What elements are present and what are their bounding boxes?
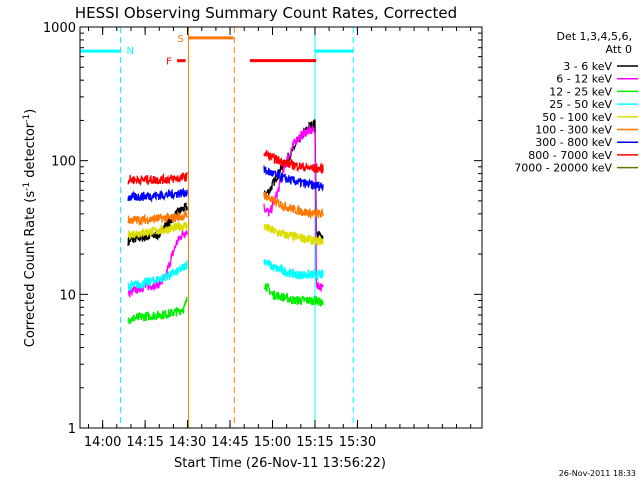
x-tick-label: 14:00 bbox=[84, 435, 121, 450]
x-axis: 14:00 14:15 14:30 14:45 15:00 15:15 15:30 bbox=[84, 27, 472, 450]
y-axis-label-part: Corrected Count Rate (s bbox=[23, 191, 38, 348]
legend-entry-label: 3 - 6 keV bbox=[563, 60, 612, 73]
series-line bbox=[127, 188, 188, 203]
series-line bbox=[127, 230, 188, 298]
legend-entry-label: 300 - 800 keV bbox=[535, 136, 612, 149]
data-series bbox=[127, 119, 324, 325]
legend-header-line: Att 0 bbox=[606, 43, 632, 56]
series-line bbox=[263, 165, 324, 192]
y-tick-label: 1 bbox=[68, 422, 76, 437]
y-tick-label: 10 bbox=[59, 288, 76, 303]
series-line bbox=[127, 171, 188, 187]
series-line bbox=[127, 209, 188, 226]
flag-label-S: S bbox=[177, 34, 183, 45]
y-axis-label-exponent: -1 bbox=[22, 182, 32, 191]
x-tick-label: 14:15 bbox=[126, 435, 163, 450]
plot-frame bbox=[79, 26, 483, 429]
x-tick-label: 15:30 bbox=[339, 435, 376, 450]
y-tick-label: 100 bbox=[51, 155, 76, 170]
legend-entry-label: 7000 - 20000 keV bbox=[514, 162, 612, 175]
y-tick-label: 1000 bbox=[43, 21, 76, 36]
series-line bbox=[263, 223, 324, 246]
legend-entry-label: 800 - 7000 keV bbox=[528, 149, 612, 162]
footer-timestamp: 26-Nov-2011 18:33 bbox=[559, 469, 636, 478]
mode-flags: N S F bbox=[80, 27, 354, 428]
legend-header-line: Det 1,3,4,5,6, bbox=[556, 30, 632, 43]
legend-entry-label: 6 - 12 keV bbox=[556, 73, 612, 86]
x-tick-label: 14:45 bbox=[211, 435, 248, 450]
legend-entry-label: 50 - 100 keV bbox=[542, 111, 612, 124]
series-line bbox=[127, 221, 188, 241]
series-line bbox=[263, 149, 324, 174]
y-axis-label-part: ) bbox=[23, 109, 38, 114]
x-tick-label: 14:30 bbox=[169, 435, 206, 450]
x-axis-label: Start Time (26-Nov-11 13:56:22) bbox=[174, 456, 386, 471]
series-line bbox=[263, 191, 324, 220]
x-tick-label: 15:15 bbox=[296, 435, 333, 450]
series-line bbox=[127, 260, 188, 291]
series-line bbox=[264, 282, 324, 307]
legend-entry-label: 100 - 300 keV bbox=[535, 124, 612, 137]
y-axis-label: Corrected Count Rate (s-1 detector-1) bbox=[22, 109, 38, 347]
chart-title: HESSI Observing Summary Count Rates, Cor… bbox=[75, 4, 457, 22]
flag-label-F: F bbox=[166, 57, 172, 68]
series-line bbox=[127, 297, 188, 325]
legend-entry-label: 25 - 50 keV bbox=[549, 98, 612, 111]
y-axis-label-exponent: -1 bbox=[22, 114, 32, 123]
series-line bbox=[263, 119, 324, 243]
legend-entry-label: 12 - 25 keV bbox=[549, 85, 612, 98]
flag-label-N: N bbox=[126, 46, 133, 57]
series-line bbox=[263, 258, 324, 282]
x-tick-label: 15:00 bbox=[254, 435, 291, 450]
y-axis: 1 10 100 1000 bbox=[43, 21, 482, 437]
y-axis-label-part: detector bbox=[23, 122, 38, 182]
